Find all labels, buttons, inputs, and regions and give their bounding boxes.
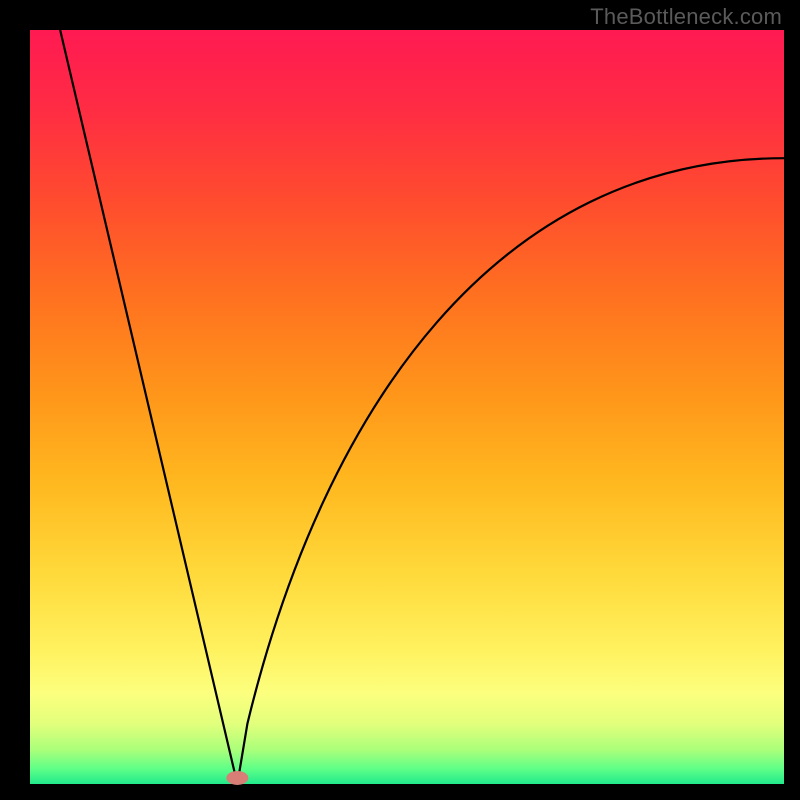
- plot-area: [30, 30, 784, 784]
- watermark-text: TheBottleneck.com: [590, 4, 782, 30]
- bottleneck-curve: [30, 30, 784, 784]
- chart-stage: TheBottleneck.com: [0, 0, 800, 800]
- optimal-marker: [226, 771, 248, 785]
